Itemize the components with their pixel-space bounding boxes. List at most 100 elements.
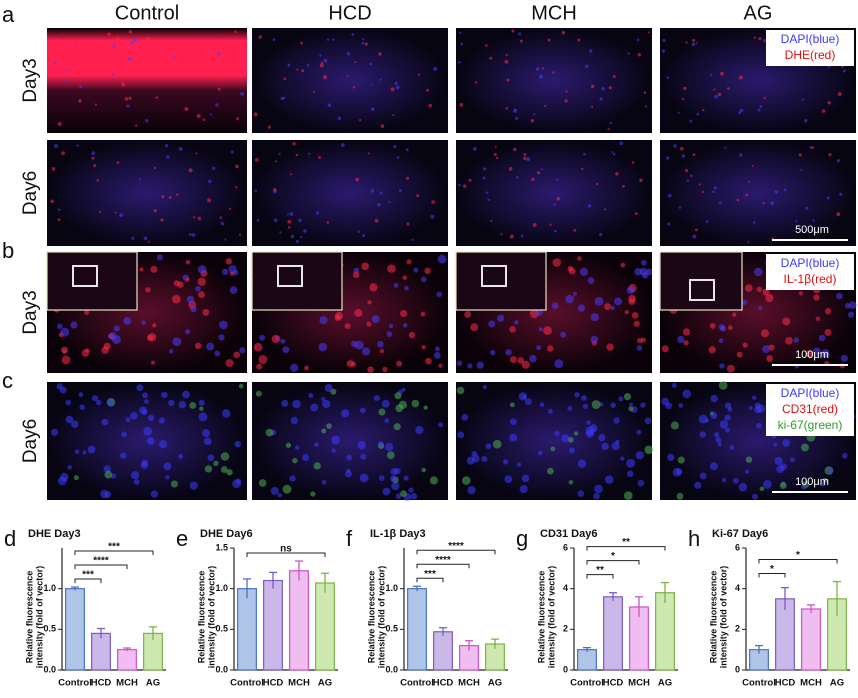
- cell: [532, 222, 537, 227]
- cell: [836, 159, 840, 163]
- cell: [705, 220, 709, 223]
- cell: [626, 470, 634, 478]
- cell: [202, 308, 210, 316]
- cell: [82, 450, 87, 455]
- cell: [713, 88, 716, 91]
- cell: [547, 38, 551, 42]
- cell: [490, 349, 496, 356]
- cell: [50, 199, 55, 204]
- cell: [304, 365, 309, 371]
- cell: [739, 153, 743, 157]
- cell: [189, 481, 198, 490]
- cell: [211, 74, 215, 78]
- cell: [509, 326, 516, 333]
- x-tick-label: AG: [488, 678, 502, 689]
- cell: [779, 482, 787, 489]
- cell: [709, 323, 716, 329]
- cell: [239, 73, 243, 77]
- cell: [324, 383, 333, 392]
- cell: [698, 414, 708, 424]
- cell: [536, 345, 542, 351]
- cell: [150, 265, 158, 273]
- cell: [63, 79, 67, 82]
- cell: [300, 235, 303, 239]
- cell: [810, 228, 813, 232]
- cell: [292, 399, 301, 409]
- cell: [756, 422, 762, 429]
- cell: [547, 345, 554, 352]
- cell: [190, 306, 197, 313]
- cell: [590, 84, 595, 89]
- inset-box: [72, 265, 98, 287]
- cell: [393, 144, 397, 149]
- cell: [146, 437, 155, 445]
- cell: [359, 119, 362, 122]
- cell: [56, 38, 59, 41]
- cell: [718, 201, 722, 205]
- cell: [113, 325, 120, 332]
- panel-label: c: [2, 368, 13, 393]
- cell: [351, 33, 355, 36]
- cell: [141, 409, 148, 415]
- cell: [178, 453, 184, 459]
- cell: [361, 347, 371, 356]
- cell: [594, 484, 603, 494]
- cell: [509, 433, 518, 442]
- cell: [458, 60, 461, 64]
- cell: [573, 431, 579, 436]
- cell: [382, 487, 391, 496]
- cell: [161, 195, 165, 199]
- cell: [312, 90, 315, 93]
- y-axis-label: intensity (fold of vector): [34, 566, 44, 669]
- cell: [258, 355, 268, 365]
- cell: [198, 399, 205, 406]
- inset: [455, 251, 547, 311]
- cell: [623, 393, 632, 401]
- significance-label: *: [611, 551, 615, 562]
- x-tick-label: HCD: [91, 678, 112, 689]
- significance-bracket: [586, 574, 614, 579]
- cell: [354, 308, 363, 317]
- cell: [115, 36, 120, 41]
- panel-label: h: [688, 526, 700, 551]
- cell: [564, 99, 568, 103]
- cell: [327, 103, 332, 108]
- significance-label: ****: [435, 555, 451, 566]
- cell: [433, 352, 441, 359]
- bar: [91, 632, 111, 671]
- cell: [568, 480, 574, 485]
- x-tick-label: AG: [830, 678, 844, 689]
- cell: [405, 148, 409, 152]
- cell: [748, 405, 753, 411]
- cell: [303, 229, 307, 233]
- cell: [739, 108, 744, 113]
- cell: [373, 395, 380, 402]
- cell: [505, 53, 508, 57]
- cell: [189, 402, 197, 409]
- cell: [493, 153, 497, 157]
- cell: [226, 469, 233, 476]
- cell: [207, 454, 215, 462]
- cell: [384, 418, 390, 423]
- cell: [720, 325, 727, 332]
- cell: [378, 475, 385, 481]
- cell: [467, 485, 476, 495]
- cell: [54, 144, 58, 148]
- cell: [322, 399, 331, 409]
- cell: [520, 234, 524, 238]
- scale-label: 500μm: [795, 224, 829, 236]
- row-label: Day3: [20, 290, 41, 334]
- cell: [130, 412, 138, 420]
- cell: [314, 442, 319, 447]
- cell: [225, 258, 233, 265]
- cell: [620, 262, 626, 268]
- y-tick-label: 0.0: [385, 664, 398, 674]
- cell: [71, 420, 79, 429]
- cell: [613, 417, 620, 424]
- cell: [461, 413, 469, 421]
- cell: [150, 490, 158, 498]
- cell: [168, 349, 174, 354]
- cell: [425, 357, 432, 365]
- cell: [516, 462, 522, 467]
- cell: [611, 150, 614, 153]
